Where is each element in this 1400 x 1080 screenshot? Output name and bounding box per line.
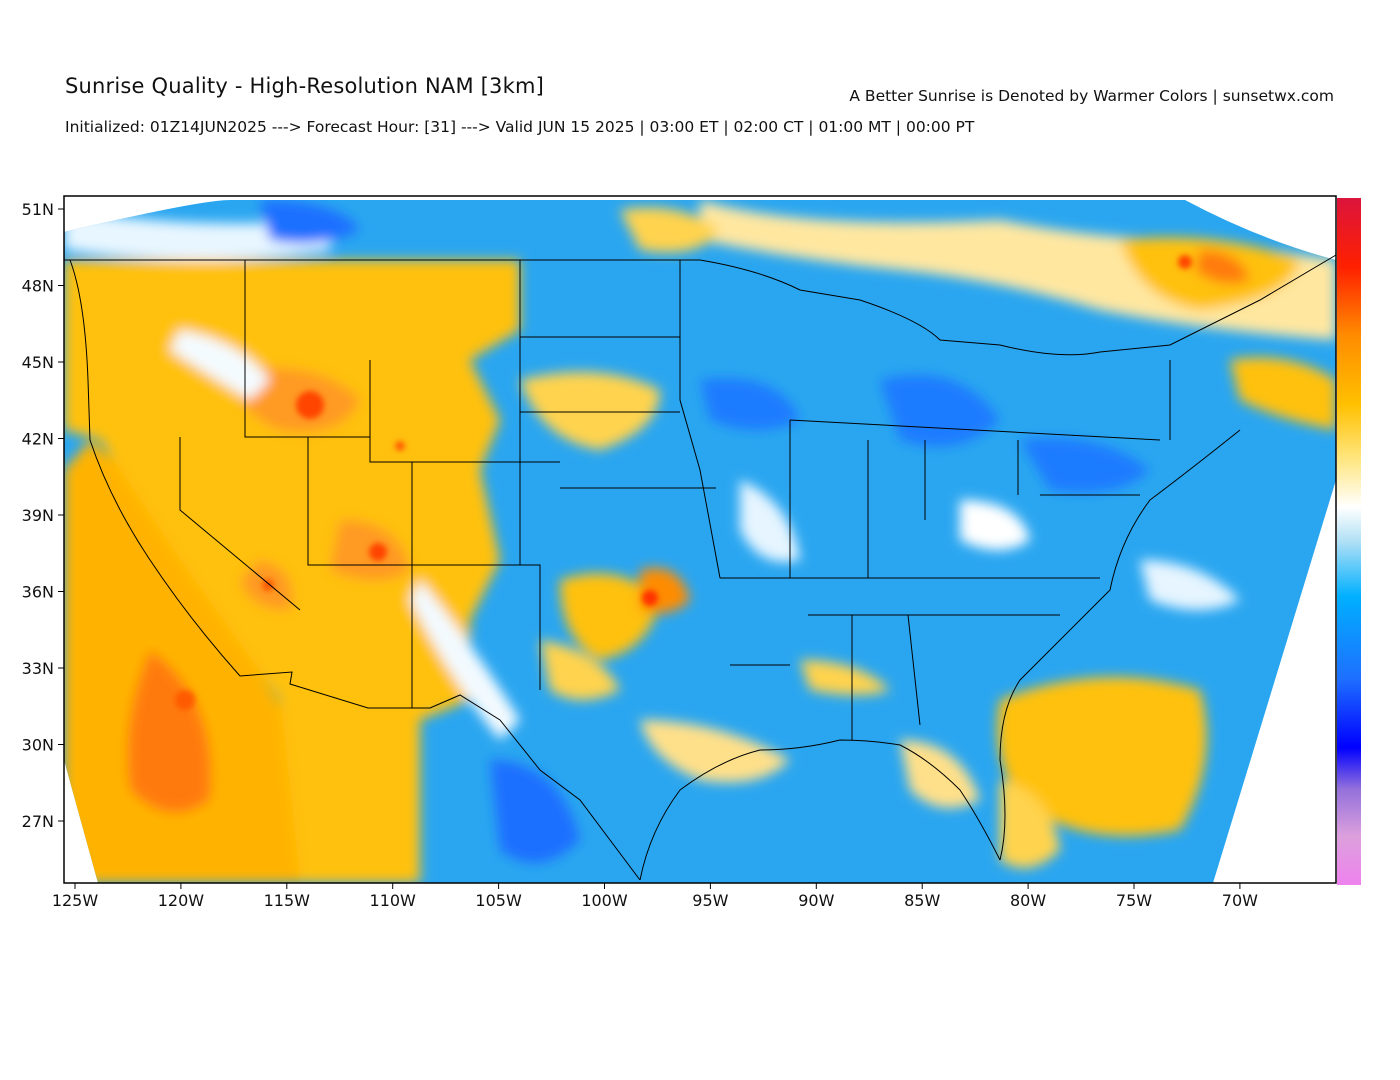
lon-tick-label: 110W	[370, 891, 417, 910]
longitude-axis: 125W 120W 115W 110W 105W 100W 95W 90W 85W 80W 75W 7…	[52, 883, 1258, 910]
lon-tick-label: 95W	[692, 891, 728, 910]
lat-tick-label: 33N	[22, 659, 54, 678]
map-title: Sunrise Quality - High-Resolution NAM [3…	[65, 74, 544, 98]
lat-tick-label: 39N	[22, 506, 54, 525]
lon-tick-label: 80W	[1010, 891, 1046, 910]
lon-tick-label: 75W	[1116, 891, 1152, 910]
map-frame	[63, 195, 1337, 884]
lat-tick-label: 42N	[22, 430, 54, 449]
forecast-field	[64, 200, 1336, 883]
lon-tick-label: 100W	[581, 891, 628, 910]
lon-tick-label: 125W	[52, 891, 99, 910]
tagline: A Better Sunrise is Denoted by Warmer Co…	[849, 87, 1334, 105]
lat-tick-label: 51N	[22, 200, 54, 219]
latitude-axis: 51N 48N 45N 42N 39N 36N 33N 30N 27N	[22, 200, 64, 831]
lat-tick-label: 36N	[22, 583, 54, 602]
boundaries	[64, 254, 1337, 881]
lat-tick-label: 27N	[22, 812, 54, 831]
lon-tick-label: 85W	[904, 891, 940, 910]
lon-tick-label: 90W	[798, 891, 834, 910]
lon-tick-label: 120W	[158, 891, 205, 910]
lon-tick-label: 115W	[264, 891, 311, 910]
lon-tick-label: 105W	[475, 891, 522, 910]
lat-tick-label: 45N	[22, 353, 54, 372]
colorbar	[1337, 198, 1361, 885]
lat-tick-label: 30N	[22, 736, 54, 755]
lon-tick-label: 70W	[1222, 891, 1258, 910]
lat-tick-label: 48N	[22, 277, 54, 296]
forecast-subtitle: Initialized: 01Z14JUN2025 ---> Forecast …	[65, 118, 975, 136]
